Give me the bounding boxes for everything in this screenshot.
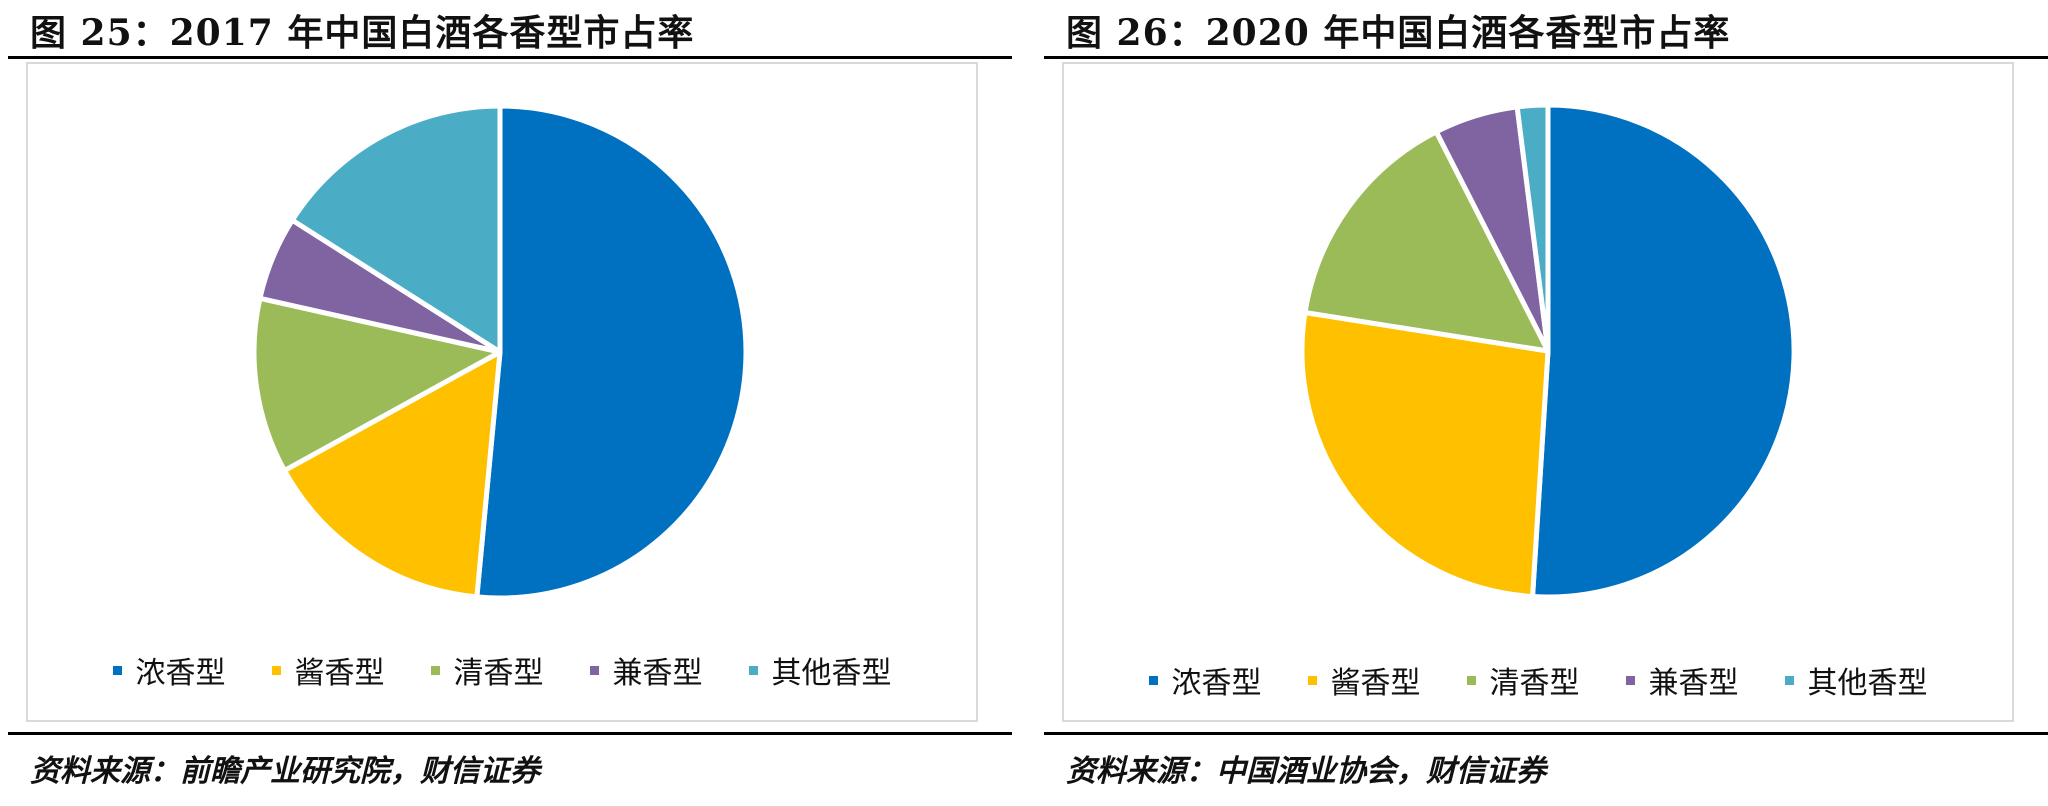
legend-label: 浓香型 xyxy=(1171,666,1262,701)
legend-swatch xyxy=(430,665,440,675)
source-note: 资料来源：前瞻产业研究院，财信证券 xyxy=(30,754,540,789)
pie-slice-1 xyxy=(1530,102,1797,600)
source-rule xyxy=(8,732,1012,735)
legend-label: 清香型 xyxy=(453,656,544,691)
pie-chart xyxy=(1299,102,1797,600)
pie-slice-3 xyxy=(251,295,503,474)
pie-chart xyxy=(251,103,749,601)
legend-item: 浓香型 xyxy=(1148,658,1262,702)
legend-label: 浓香型 xyxy=(135,656,226,691)
legend-swatch xyxy=(271,665,281,675)
source-note: 资料来源：中国酒业协会，财信证券 xyxy=(1066,754,1546,789)
legend-swatch xyxy=(748,665,758,675)
legend-swatch xyxy=(1625,675,1635,685)
legend-swatch xyxy=(112,665,122,675)
pie-slice-5 xyxy=(289,103,503,355)
legend-item: 酱香型 xyxy=(271,648,385,692)
legend-swatch xyxy=(1307,675,1317,685)
legend-label: 其他香型 xyxy=(1807,666,1928,701)
legend-swatch xyxy=(1148,675,1158,685)
pie-slice-5 xyxy=(1514,102,1551,354)
legend-item: 兼香型 xyxy=(1625,658,1739,702)
title-rule xyxy=(1044,56,2048,59)
legend-swatch xyxy=(1784,675,1794,685)
legend-item: 兼香型 xyxy=(589,648,703,692)
chart-area: 浓香型 酱香型 清香型 兼香型 其他香型 xyxy=(26,62,978,722)
pie-slice-3 xyxy=(1302,129,1551,354)
legend: 浓香型 酱香型 清香型 兼香型 其他香型 xyxy=(28,648,976,692)
legend-item: 浓香型 xyxy=(112,648,226,692)
legend-label: 兼香型 xyxy=(1648,666,1739,701)
legend-item: 清香型 xyxy=(1466,658,1580,702)
legend-swatch xyxy=(1466,675,1476,685)
figure-25-panel: 图 25：2017 年中国白酒各香型市占率 浓香型 酱香型 清香型 兼香型 其他香型 资… xyxy=(8,0,1012,806)
pie-slice-2 xyxy=(1299,310,1551,600)
legend: 浓香型 酱香型 清香型 兼香型 其他香型 xyxy=(1064,658,2012,702)
legend-label: 酱香型 xyxy=(1330,666,1421,701)
legend-item: 清香型 xyxy=(430,648,544,692)
title-rule xyxy=(8,56,1012,59)
legend-label: 兼香型 xyxy=(612,656,703,691)
legend-item: 其他香型 xyxy=(1784,658,1928,702)
legend-label: 清香型 xyxy=(1489,666,1580,701)
pie-slice-2 xyxy=(281,349,503,600)
legend-item: 酱香型 xyxy=(1307,658,1421,702)
source-rule xyxy=(1044,732,2048,735)
legend-label: 其他香型 xyxy=(771,656,892,691)
chart-area: 浓香型 酱香型 清香型 兼香型 其他香型 xyxy=(1062,62,2014,722)
legend-item: 其他香型 xyxy=(748,648,892,692)
legend-label: 酱香型 xyxy=(294,656,385,691)
figure-26-panel: 图 26：2020 年中国白酒各香型市占率 浓香型 酱香型 清香型 兼香型 其他香型 资… xyxy=(1044,0,2048,806)
figure-title: 图 26：2020 年中国白酒各香型市占率 xyxy=(1066,12,1731,54)
figure-title: 图 25：2017 年中国白酒各香型市占率 xyxy=(30,12,695,54)
legend-swatch xyxy=(589,665,599,675)
pie-slice-1 xyxy=(474,103,749,601)
